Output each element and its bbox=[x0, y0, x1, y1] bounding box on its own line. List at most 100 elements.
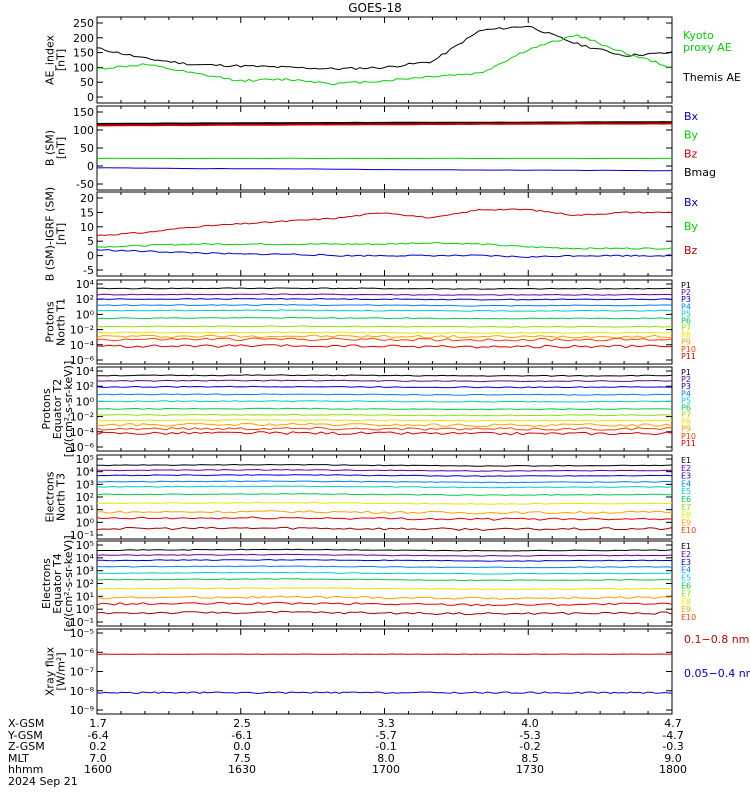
series-e10 bbox=[96, 526, 673, 531]
footer-value: 1600 bbox=[84, 763, 112, 776]
legend-p10: P10 bbox=[681, 432, 696, 441]
footer-label-y-gsm: Y-GSM bbox=[8, 728, 43, 742]
series-e6 bbox=[96, 493, 673, 496]
footer-value: 4.7 bbox=[664, 717, 682, 730]
footer-value: 9.0 bbox=[664, 751, 682, 765]
legend-e4: E4 bbox=[681, 479, 691, 488]
y-tick-label: 10⁵ bbox=[76, 453, 94, 466]
series-p5 bbox=[96, 309, 673, 312]
legend-e1: E1 bbox=[681, 456, 691, 465]
footer-value: -4.7 bbox=[662, 728, 684, 742]
y-tick-label: 10¹ bbox=[76, 504, 94, 517]
footer-value: -5.7 bbox=[375, 728, 397, 742]
y-tick-label: 10⁻⁹ bbox=[70, 704, 94, 717]
y-tick-label: 0 bbox=[87, 91, 94, 104]
series-themis-ae bbox=[96, 25, 673, 71]
y-axis-label-et3: Electrons bbox=[44, 471, 57, 522]
footer-date: 2024 Sep 21 bbox=[8, 775, 78, 788]
legend-p8: P8 bbox=[681, 331, 691, 340]
y-axis-label-bdiff: B (SM)-IGRF (SM) bbox=[44, 187, 57, 281]
panel-frame-bdiff bbox=[96, 191, 673, 277]
footer-value: -0.3 bbox=[662, 740, 684, 753]
series-diff-bx bbox=[96, 249, 673, 259]
y-tick-label: 50 bbox=[80, 142, 94, 155]
legend-p9: P9 bbox=[681, 338, 691, 347]
series-e4 bbox=[96, 480, 672, 484]
y-tick-label: 0 bbox=[87, 160, 94, 173]
legend-p7: P7 bbox=[681, 324, 691, 333]
legend-p3: P3 bbox=[681, 382, 691, 391]
y-tick-label: 10⁻² bbox=[70, 324, 94, 337]
y-tick-label: 150 bbox=[73, 47, 94, 60]
series-p2 bbox=[96, 379, 673, 383]
legend-p7: P7 bbox=[681, 411, 691, 420]
y-tick-label: 0 bbox=[87, 250, 94, 263]
y-tick-label: 10² bbox=[76, 293, 94, 306]
series-e5 bbox=[96, 571, 673, 575]
y-tick-label: 10² bbox=[76, 491, 94, 504]
y-tick-label: 10⁵ bbox=[76, 539, 94, 552]
legend-p11: P11 bbox=[681, 352, 696, 361]
legend-bdiff-2: Bz bbox=[684, 244, 698, 257]
y-tick-label: 10⁻¹ bbox=[70, 616, 94, 629]
footer-value: -0.2 bbox=[519, 740, 541, 753]
legend-ae-0: Kyoto bbox=[683, 29, 714, 42]
legend-p5: P5 bbox=[681, 396, 691, 405]
footer-value: 1.7 bbox=[89, 717, 107, 730]
y-tick-label: 10⁰ bbox=[76, 603, 95, 616]
y-axis-label-ae: [nT] bbox=[55, 49, 68, 71]
series-e2 bbox=[96, 468, 673, 472]
y-tick-label: 10⁰ bbox=[76, 516, 95, 529]
y-axis-label-pt2: Protons bbox=[40, 388, 53, 429]
footer-value: 8.0 bbox=[377, 751, 395, 765]
series-e5 bbox=[96, 485, 673, 489]
y-tick-label: -50 bbox=[76, 178, 94, 191]
y-tick-label: 10⁰ bbox=[76, 308, 95, 321]
legend-e6: E6 bbox=[681, 495, 691, 504]
y-tick-label: 10⁴ bbox=[76, 278, 95, 291]
y-tick-label: 10⁻¹ bbox=[70, 529, 94, 542]
series-p11 bbox=[96, 431, 673, 436]
legend-p3: P3 bbox=[681, 295, 691, 304]
legend-p11: P11 bbox=[681, 439, 696, 448]
y-axis-label-et4: [e/(cm²-s-sr-keV)] bbox=[62, 535, 75, 631]
y-axis-label-xray: Xray flux bbox=[44, 646, 57, 696]
y-axis-label-ae: AE_index bbox=[44, 34, 57, 85]
y-tick-label: 10⁻² bbox=[70, 411, 94, 424]
footer-value: 7.0 bbox=[89, 751, 107, 765]
series-e4 bbox=[96, 565, 673, 569]
footer-value: 7.5 bbox=[233, 751, 251, 765]
y-axis-label-bsm: B (SM) bbox=[44, 130, 57, 166]
y-tick-label: 250 bbox=[73, 17, 94, 30]
series-p10 bbox=[96, 426, 672, 431]
y-tick-label: 150 bbox=[73, 106, 94, 119]
series-p1 bbox=[96, 287, 672, 290]
series-p4 bbox=[96, 393, 673, 396]
legend-bdiff-1: By bbox=[684, 220, 699, 233]
legend-p4: P4 bbox=[681, 302, 691, 311]
legend-e10: E10 bbox=[681, 526, 696, 535]
y-tick-label: 10⁻⁵ bbox=[70, 627, 94, 640]
series-p4 bbox=[96, 303, 673, 307]
y-tick-label: 10⁰ bbox=[76, 395, 95, 408]
legend-p4: P4 bbox=[681, 389, 691, 398]
y-axis-label-xray: [W/m²] bbox=[55, 652, 68, 690]
legend-e8: E8 bbox=[681, 511, 691, 520]
footer-label-x-gsm: X-GSM bbox=[8, 717, 45, 730]
panel-frame-xray bbox=[96, 628, 673, 715]
series-diff-by bbox=[96, 241, 673, 250]
footer-label-hhmm: hhmm bbox=[8, 763, 44, 776]
legend-bdiff-0: Bx bbox=[684, 196, 699, 209]
y-tick-label: 10¹ bbox=[76, 590, 94, 603]
y-tick-label: 10⁻⁴ bbox=[70, 426, 95, 439]
series-e7 bbox=[96, 501, 673, 505]
legend-ae-1: proxy AE bbox=[683, 41, 732, 54]
footer-value: 0.2 bbox=[89, 740, 107, 753]
y-tick-label: 10³ bbox=[76, 565, 94, 578]
y-axis-label-et3: North T3 bbox=[55, 473, 68, 521]
series-p9 bbox=[96, 422, 673, 428]
series-e3 bbox=[96, 474, 673, 478]
footer-value: 8.5 bbox=[521, 751, 539, 765]
series-diff-bz bbox=[96, 208, 673, 236]
footer-value: 2.5 bbox=[233, 717, 251, 730]
